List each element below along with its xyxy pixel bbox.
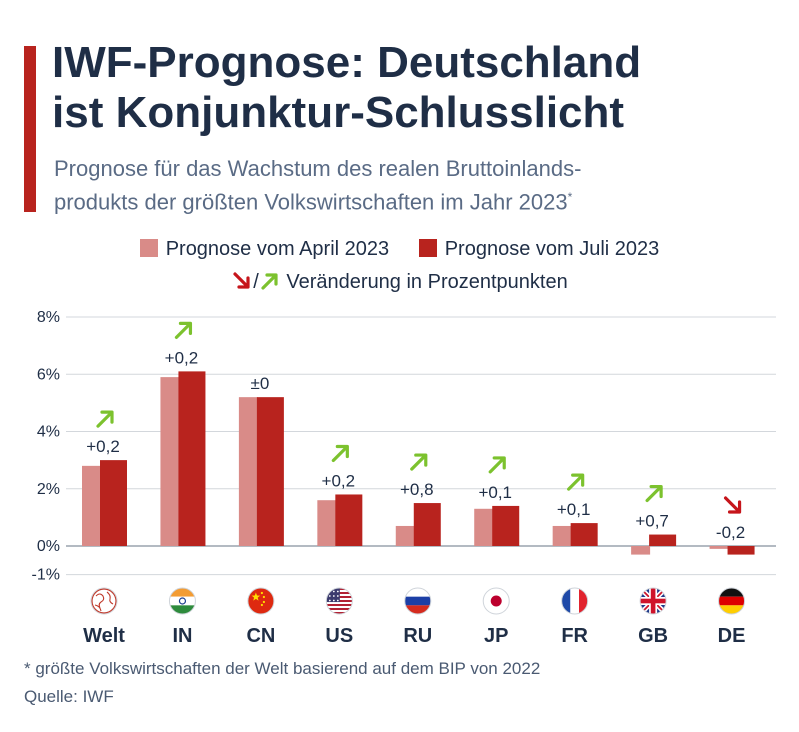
change-label: +0,1 (557, 500, 591, 519)
subtitle-line-1: Prognose für das Wachstum des realen Bru… (54, 156, 582, 181)
bar-april (631, 546, 651, 555)
subtitle-line-2: produkts der größten Volkswirtschaften i… (54, 183, 784, 216)
legend-swatch-july (418, 239, 437, 258)
legend-swatch-april (139, 239, 158, 258)
bar-july (256, 397, 284, 546)
change-label: +0,8 (400, 480, 434, 499)
y-tick-label: 6% (37, 366, 60, 383)
change-label: +0,2 (86, 437, 120, 456)
bar-april (395, 525, 415, 546)
legend-label-change: Veränderung in Prozentpunkten (286, 271, 568, 293)
legend: Prognose vom April 2023 Prognose vom Jul… (0, 238, 799, 261)
globe-icon (90, 587, 118, 615)
category-label: IN (172, 625, 192, 647)
bar-july (413, 503, 441, 546)
bar-july (570, 523, 598, 546)
arrow-up-icon (410, 453, 428, 471)
subtitle-line-2-text: produkts der größten Volkswirtschaften i… (54, 189, 568, 215)
flag-france-icon (561, 587, 589, 615)
change-label: +0,7 (635, 512, 669, 531)
change-label: +0,1 (478, 483, 512, 502)
category-label: RU (403, 625, 432, 647)
category-label: DE (718, 625, 746, 647)
bar-april (160, 377, 180, 546)
title-line-1: IWF-Prognose: Deutschland (52, 38, 642, 87)
y-tick-label: 8% (37, 309, 60, 326)
bar-april (709, 546, 729, 549)
bar-april (474, 508, 494, 546)
accent-bar (24, 46, 36, 212)
change-label: +0,2 (165, 348, 199, 367)
subtitle-footnote-marker: * (567, 190, 573, 204)
legend-label-july: Prognose vom Juli 2023 (444, 238, 660, 261)
bar-july (492, 505, 520, 546)
bar-july (178, 371, 206, 546)
flag-usa-icon (325, 587, 353, 615)
change-label: ±0 (250, 374, 269, 393)
category-label: US (325, 625, 353, 647)
flag-uk-icon (639, 587, 667, 615)
y-tick-label: 4% (37, 424, 60, 441)
legend-label-april: Prognose vom April 2023 (165, 238, 390, 261)
arrow-up-icon (261, 273, 278, 290)
arrow-up-icon (645, 484, 663, 503)
footnote: * größte Volkswirtschaften der Welt basi… (24, 659, 541, 678)
bar-july (649, 534, 677, 546)
legend-separator: / (253, 271, 259, 293)
y-tick-label: 0% (37, 538, 60, 555)
page-title: IWF-Prognose: Deutschland ist Konjunktur… (52, 38, 782, 138)
legend-change: / Veränderung in Prozentpunkten (0, 270, 799, 294)
bar-july (335, 494, 363, 546)
bar-july (100, 460, 127, 546)
y-tick-label: 2% (37, 481, 60, 498)
flag-japan-icon (482, 587, 510, 615)
title-line-2: ist Konjunktur-Schlusslicht (52, 88, 625, 137)
change-label: -0,2 (716, 523, 745, 542)
bar-april (552, 525, 572, 546)
flag-germany-icon (718, 587, 746, 615)
y-tick-label: -1% (32, 567, 60, 584)
category-label: Welt (83, 625, 125, 647)
arrow-up-icon (96, 410, 114, 428)
arrow-up-icon (488, 456, 506, 474)
flag-russia-icon (404, 587, 432, 615)
arrow-down-icon (723, 496, 742, 514)
flag-india-icon (168, 587, 196, 615)
flag-china-icon (247, 587, 275, 615)
bar-april (82, 465, 101, 546)
arrow-up-icon (174, 321, 193, 339)
arrow-up-icon (331, 444, 349, 463)
bar-april (238, 397, 258, 546)
category-label: CN (246, 625, 275, 647)
arrow-down-icon (233, 272, 250, 289)
subtitle: Prognose für das Wachstum des realen Bru… (54, 154, 784, 216)
bar-april (317, 500, 337, 546)
source: Quelle: IWF (24, 687, 114, 706)
legend-item-april: Prognose vom April 2023 (139, 238, 390, 261)
legend-item-july: Prognose vom Juli 2023 (418, 238, 660, 261)
bar-july (727, 546, 755, 555)
category-label: FR (561, 625, 588, 647)
change-label: +0,2 (322, 471, 356, 490)
arrow-up-icon (567, 473, 585, 491)
category-label: JP (484, 625, 508, 647)
category-label: GB (638, 625, 668, 647)
